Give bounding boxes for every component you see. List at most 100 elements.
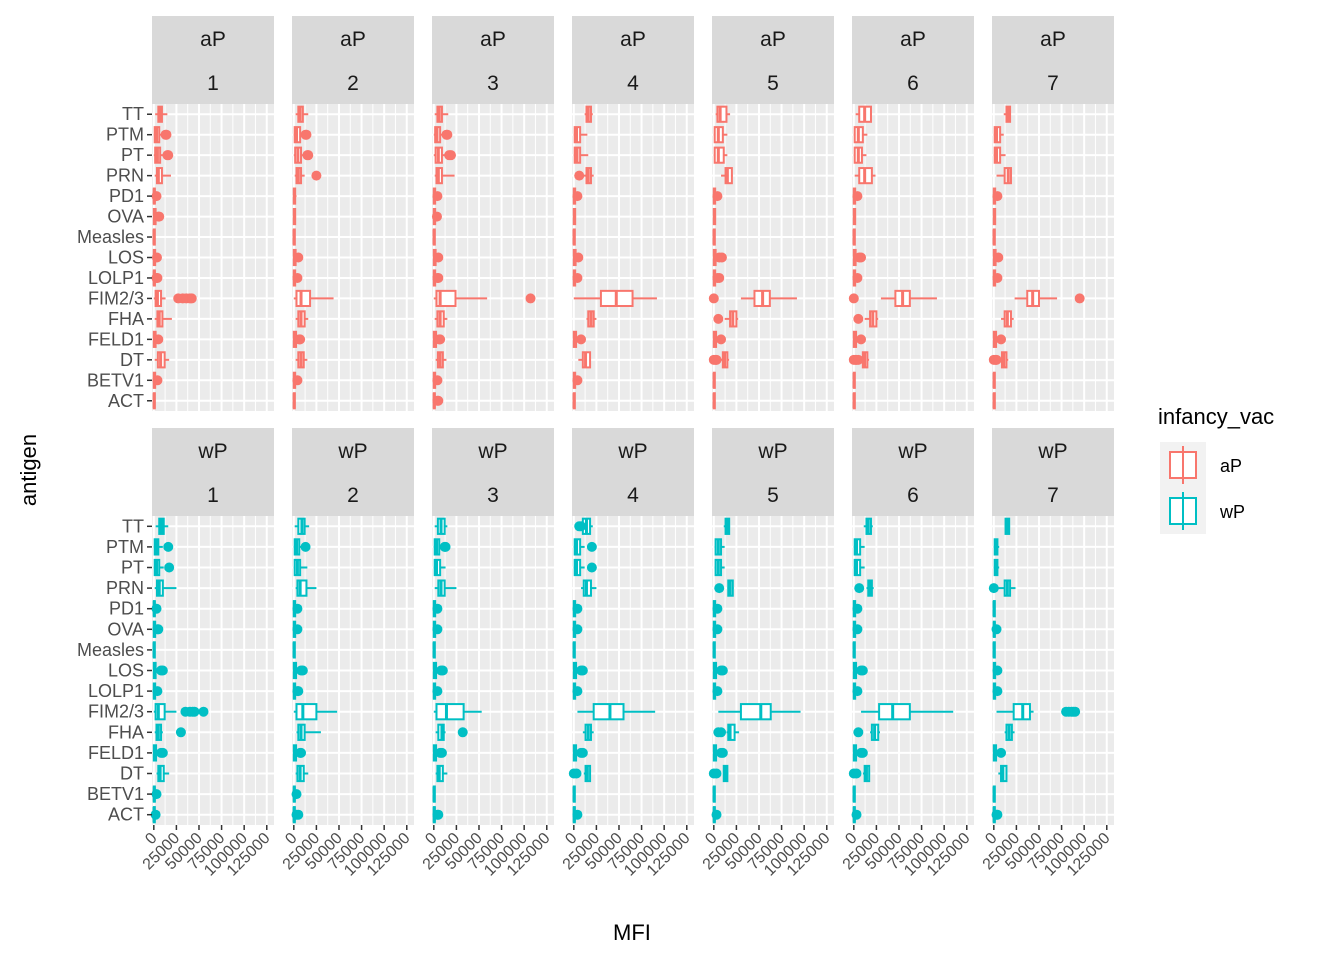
y-tick-label-feld1: FELD1 <box>88 329 144 349</box>
strip-background <box>432 16 554 104</box>
legend-title: infancy_vac <box>1158 404 1274 429</box>
box-pd1 <box>992 187 1003 205</box>
box-tt <box>855 105 872 123</box>
outlier-point <box>852 191 863 202</box>
box-dt <box>154 351 170 369</box>
panel-ap-2: aP 2 <box>292 16 414 411</box>
y-tick-label-fha: FHA <box>108 309 144 329</box>
outlier-point <box>717 665 728 676</box>
y-tick-label-pt: PT <box>121 145 144 165</box>
box-los <box>712 248 727 267</box>
outlier-point <box>991 354 1002 365</box>
outlier-point <box>151 191 162 202</box>
outlier-point <box>852 603 863 614</box>
box-betv1 <box>572 785 576 803</box>
box-fim2-3 <box>433 703 482 721</box>
outlier-point <box>996 747 1007 758</box>
strip-label-group: wP <box>337 440 367 463</box>
outlier-point <box>852 686 863 697</box>
y-tick-label-tt: TT <box>122 104 144 124</box>
outlier-point <box>712 624 723 635</box>
box-feld1 <box>432 744 447 762</box>
box-ptm <box>853 538 865 556</box>
box-ptm <box>573 126 588 144</box>
y-tick-label-betv1: BETV1 <box>87 370 144 390</box>
box-betv1 <box>291 785 302 803</box>
box-los <box>572 661 588 680</box>
outlier-point <box>857 665 868 676</box>
strip-label-group: wP <box>1037 440 1067 463</box>
box-pt <box>433 558 446 577</box>
strip-background <box>292 16 414 104</box>
strip-background <box>712 16 834 104</box>
y-tick-label-ova: OVA <box>107 619 144 639</box>
y-tick-label-prn: PRN <box>106 578 144 598</box>
box-iqr <box>435 703 465 721</box>
box-los <box>992 248 1004 267</box>
box-fim2-3 <box>848 289 937 308</box>
box-measles <box>152 228 156 246</box>
outlier-point <box>711 354 722 365</box>
outlier-point <box>292 375 303 386</box>
box-ova <box>292 620 303 638</box>
legend-key-ap: aP <box>1160 442 1242 488</box>
y-tick-label-measles: Measles <box>77 227 144 247</box>
boxes-wp-1 <box>150 517 209 824</box>
boxes-ap-3 <box>431 105 536 410</box>
outlier-point <box>186 293 197 304</box>
outlier-point <box>164 562 175 573</box>
box-fha <box>295 310 309 328</box>
outlier-point <box>303 150 314 161</box>
box-measles <box>572 641 576 659</box>
box-pt <box>153 146 174 164</box>
box-lolp1 <box>292 682 304 700</box>
y-tick-label-feld1: FELD1 <box>88 743 144 763</box>
outlier-point <box>853 727 864 738</box>
boxes-wp-3 <box>432 517 482 824</box>
box-ova <box>712 620 723 638</box>
box-ptm <box>993 538 1000 556</box>
strip-label-number: 3 <box>487 72 499 95</box>
box-pt <box>853 146 867 164</box>
box-fim2-3 <box>996 703 1081 721</box>
box-betv1 <box>712 785 716 803</box>
box-fim2-3 <box>1014 289 1085 308</box>
outlier-point <box>572 809 583 820</box>
box-iqr <box>739 703 772 721</box>
box-feld1 <box>712 330 727 348</box>
strip-label-number: 1 <box>207 72 219 95</box>
y-tick-label-fha: FHA <box>108 722 144 742</box>
strip-label-number: 2 <box>347 484 359 507</box>
box-lolp1 <box>992 682 1003 700</box>
box-fha <box>435 723 468 741</box>
box-pt <box>993 146 1006 164</box>
box-prn <box>854 167 876 185</box>
box-prn <box>154 167 171 185</box>
strip-label-number: 7 <box>1047 484 1059 507</box>
outlier-point <box>175 727 186 738</box>
box-fim2-3 <box>577 703 656 721</box>
box-fim2-3 <box>153 289 197 308</box>
strip-label-number: 6 <box>907 72 919 95</box>
y-tick-label-ptm: PTM <box>106 537 144 557</box>
outlier-point <box>292 603 303 614</box>
outlier-point <box>572 624 583 635</box>
outlier-point <box>436 747 447 758</box>
legend-label-wp: wP <box>1219 502 1245 522</box>
box-pd1 <box>992 600 996 618</box>
outlier-point <box>712 603 723 614</box>
box-los <box>432 248 444 267</box>
box-tt <box>294 517 310 535</box>
box-act <box>851 806 862 824</box>
box-fha <box>1001 310 1014 328</box>
box-tt <box>1003 105 1012 123</box>
outlier-point <box>712 686 723 697</box>
outlier-point <box>433 395 444 406</box>
outlier-point <box>198 706 209 717</box>
strip-background <box>572 428 694 516</box>
box-ptm <box>853 126 868 144</box>
box-feld1 <box>712 744 728 762</box>
box-feld1 <box>152 330 164 348</box>
box-act <box>711 806 722 824</box>
box-ova <box>572 207 577 226</box>
